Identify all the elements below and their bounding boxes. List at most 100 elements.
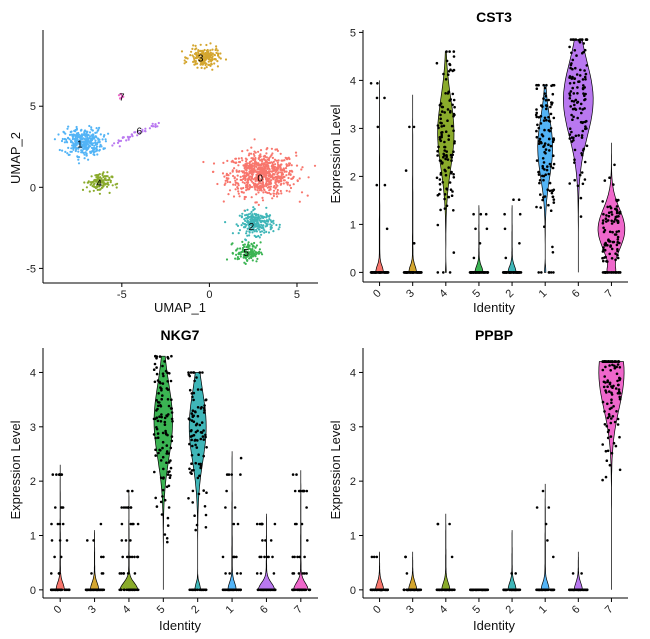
violin-point [577,134,580,137]
violin-point [451,69,455,73]
umap-point [248,244,251,247]
violin-point [298,555,301,559]
violin-point [188,442,191,446]
violin-point [549,165,553,168]
violin-point [469,271,473,274]
umap-point [254,182,257,185]
violin-x-tick-label: 0 [52,603,65,616]
violin-y-tick-label: 2 [350,476,356,488]
violin-point [419,588,423,592]
umap-point [271,175,274,178]
violin-point [127,588,130,592]
violin-point [451,103,454,107]
umap-point [259,149,263,152]
violin-point [60,588,64,592]
umap-point [306,194,309,197]
umap-point [239,255,242,258]
umap-point [151,122,154,125]
violin-point [133,555,136,559]
umap-point [92,148,95,151]
violin-point [615,198,618,202]
umap-point [224,58,228,61]
umap-point [247,248,250,251]
violin-points-3 [84,522,106,592]
violin-point [607,239,610,242]
violin-point [188,467,191,471]
violin-point [569,38,573,41]
violin-point [153,362,157,366]
umap-point [240,251,243,254]
violin-point [200,421,204,424]
umap-point [236,187,240,190]
ppbp-ylabel: Expression Level [328,420,343,519]
violin-point [197,492,201,496]
violin-point [616,253,619,257]
umap-point [248,188,251,191]
violin-point [550,101,553,104]
umap-point [267,231,271,234]
umap-point [236,256,239,259]
violin-point [485,227,489,231]
violin-point [616,238,620,241]
violin-point [504,271,507,274]
umap-point [258,228,261,231]
umap-point [240,215,243,218]
umap-point [255,230,258,233]
violin-5 [153,355,173,590]
violin-point [607,413,611,416]
violin-point [202,411,206,414]
umap-point [243,182,246,185]
violin-point [543,116,547,120]
violin-point [307,588,311,592]
violin-point [133,572,137,575]
umap-point [269,161,272,164]
violin-point [187,373,191,376]
violin-point [444,78,448,81]
umap-point [106,175,109,178]
umap-point [94,174,97,177]
umap-point [271,164,274,167]
violin-point [609,435,613,438]
violin-point [537,83,540,87]
violin-point [255,572,259,575]
umap-point [265,213,268,216]
violin-point [443,197,446,201]
umap-point [254,201,257,204]
umap-point [95,136,98,139]
umap-point [183,59,186,62]
violin-point [610,271,613,274]
umap-point [262,226,265,229]
umap-point [232,195,236,198]
violin-point [618,435,621,439]
violin-point [543,128,546,132]
umap-point [285,181,288,184]
umap-point [280,173,283,176]
violin-7 [293,470,309,591]
violin-point [452,173,455,176]
umap-point [292,176,295,179]
violin-point [190,438,193,442]
violin-point [159,476,163,480]
umap-point [250,185,254,189]
umap-point [192,44,195,47]
umap-point [71,141,74,144]
umap-point [290,177,293,180]
violin-point [56,522,60,526]
umap-point [88,144,91,147]
violin-point [512,198,515,201]
umap-point [265,182,268,185]
violin-point [581,121,585,124]
violin-point [613,271,617,274]
violin-point [167,452,170,455]
umap-point [237,190,240,193]
violin-point [503,227,507,231]
umap-point [231,251,234,255]
umap-point [252,181,255,185]
violin-point [580,134,584,137]
umap-point [276,161,279,164]
umap-point [248,178,251,181]
violin-point [584,92,587,96]
violin-point [50,522,53,526]
cst3-ylabel: Expression Level [328,104,343,203]
umap-point [91,129,94,132]
